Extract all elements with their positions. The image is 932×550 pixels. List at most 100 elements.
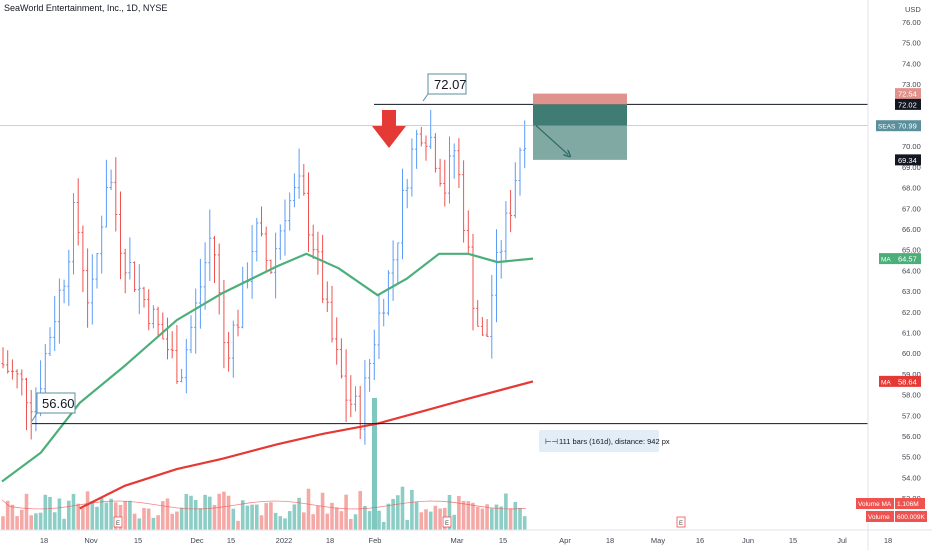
volume-bar xyxy=(311,514,315,530)
volume-bar xyxy=(349,518,353,530)
price-tick-label: 73.00 xyxy=(902,80,921,89)
volume-bar xyxy=(132,513,137,530)
volume-bar xyxy=(114,502,118,530)
volume-bar xyxy=(461,500,466,530)
ma-fast-value-tag: 64.57 xyxy=(898,255,917,264)
price-tick-label: 64.00 xyxy=(902,266,921,275)
volume-bar xyxy=(287,511,292,530)
ma-slow-value-tag-bg xyxy=(895,375,921,387)
projection-arrow xyxy=(535,125,568,155)
volume-bars xyxy=(1,398,527,530)
ma-fast-value-tag-bg xyxy=(895,253,921,265)
volume-bar xyxy=(302,512,306,530)
volume-bar xyxy=(67,500,71,530)
volume-bar xyxy=(142,507,146,530)
earnings-marker xyxy=(676,516,686,528)
volume-bar xyxy=(231,508,236,530)
volume-bar xyxy=(297,497,301,530)
price-tick-label: 55.00 xyxy=(902,453,921,462)
time-tick-label: Dec xyxy=(190,536,204,545)
volume-bar xyxy=(62,518,66,530)
volume-bar xyxy=(424,509,428,530)
price-tick-label: 63.00 xyxy=(902,287,921,296)
volume-bar xyxy=(396,495,400,530)
price-tick-label: 56.00 xyxy=(902,432,921,441)
volume-bar xyxy=(48,496,52,530)
high-callout-pointer xyxy=(422,93,429,102)
time-tick-label: 18 xyxy=(326,536,334,545)
price-tick-label: 75.00 xyxy=(902,39,921,48)
price-tick-label: 65.00 xyxy=(902,246,921,255)
volume-bar xyxy=(203,494,207,530)
volume-value-tag-bg xyxy=(895,511,927,522)
price-tick-label: 59.00 xyxy=(902,370,921,379)
volume-bar xyxy=(447,494,452,530)
volume-bar xyxy=(457,495,461,530)
volume-bar xyxy=(353,514,358,530)
time-tick-label: 15 xyxy=(789,536,797,545)
volume-bar xyxy=(184,493,189,530)
volume-bar xyxy=(490,508,494,530)
volume-bar xyxy=(1,516,5,530)
ma-slow-line xyxy=(79,380,534,510)
volume-bar xyxy=(494,504,499,530)
ma-slow-name-tag-bg xyxy=(879,375,895,387)
time-tick-label: May xyxy=(651,536,665,545)
entry-zone xyxy=(533,104,627,126)
volume-bar xyxy=(480,508,485,530)
measure-box xyxy=(539,430,659,452)
time-tick-label: 18 xyxy=(606,536,614,545)
volume-bar xyxy=(320,492,325,530)
volume-bar xyxy=(273,512,278,530)
volume-bar xyxy=(29,515,33,530)
volume-bar xyxy=(438,508,442,530)
time-tick-label: 15 xyxy=(134,536,142,545)
volume-bar xyxy=(386,503,391,530)
time-tick-label: 2022 xyxy=(276,536,293,545)
volume-bar xyxy=(85,491,90,530)
volume-bar xyxy=(43,494,48,530)
volume-bar xyxy=(363,505,367,530)
low-callout-box xyxy=(36,392,76,414)
volume-bar xyxy=(330,502,334,530)
volume-bar xyxy=(499,506,503,530)
volume-bar xyxy=(226,495,231,530)
time-tick-label: 18 xyxy=(40,536,48,545)
volume-bar xyxy=(508,508,513,530)
volume-bar xyxy=(433,505,438,530)
volume-bar xyxy=(24,493,29,530)
time-tick-label: Mar xyxy=(451,536,464,545)
low-callout-text: 56.60 xyxy=(42,396,75,411)
earnings-marker-label: E xyxy=(116,521,120,527)
drawings[interactable]: E E E 72.07 56.60 ⊢⊣ 111 bars (161d), distance… xyxy=(0,73,868,528)
price-axis[interactable]: USD76.0075.0074.0073.0072.0071.0070.0069… xyxy=(856,0,932,550)
volume-bar xyxy=(414,502,419,530)
volume-ma-name-tag-bg xyxy=(856,498,894,509)
volume-bar xyxy=(95,506,99,530)
time-axis[interactable]: 18 Nov 15 Dec 15 2022 18 Feb Mar 15 Apr 18 May 16 Jun 1… xyxy=(0,529,932,545)
ma-slow-name-tag: MA xyxy=(881,379,891,386)
candles xyxy=(1,110,527,445)
volume-bar xyxy=(222,491,226,530)
price-tick-label: 76.00 xyxy=(902,18,921,27)
moving-averages xyxy=(1,252,534,510)
earnings-marker xyxy=(113,516,123,528)
volume-bar xyxy=(208,496,212,530)
volume-bar xyxy=(518,507,522,530)
price-tick-label: 62.00 xyxy=(902,308,921,317)
price-tick-label: 61.00 xyxy=(902,329,921,338)
high-callout-text: 72.07 xyxy=(434,77,467,92)
volume-bar xyxy=(137,518,142,530)
price-tick-label: 54.00 xyxy=(902,473,921,482)
volume-bar xyxy=(264,503,268,530)
target-price-tag-bg xyxy=(895,154,921,166)
earnings-marker-label: E xyxy=(679,521,683,527)
measure-icon: ⊢⊣ xyxy=(545,437,559,446)
ma-fast-name-tag-bg xyxy=(879,253,895,265)
time-tick-label: Jul xyxy=(837,536,847,545)
volume-bar xyxy=(325,513,330,530)
level-price-tag-bg xyxy=(895,98,921,110)
volume-bar xyxy=(52,512,57,530)
volume-bar xyxy=(367,511,372,530)
